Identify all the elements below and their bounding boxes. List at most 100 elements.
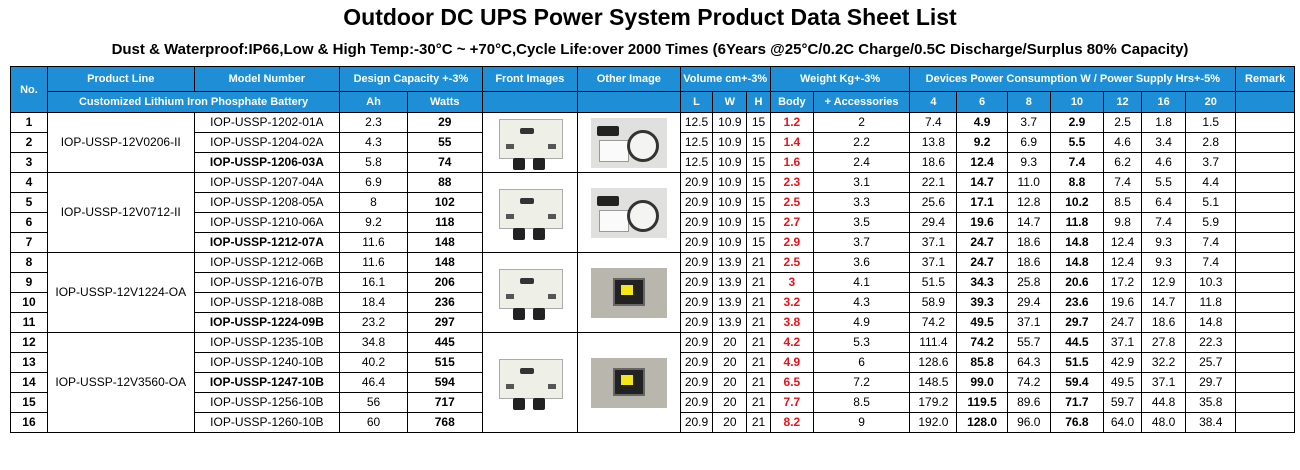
header-remark: Remark [1235, 66, 1295, 92]
header-remark-blank [1235, 91, 1295, 113]
power-20w-cell: 5.9 [1185, 212, 1237, 233]
power-12w-cell: 59.7 [1103, 392, 1143, 413]
power-20w-cell: 5.1 [1185, 192, 1237, 213]
row-number: 11 [10, 312, 48, 333]
power-8w-cell: 55.7 [1006, 332, 1051, 353]
ah-cell: 8 [339, 192, 408, 213]
accessories-weight-cell: 8.5 [812, 392, 911, 413]
watts-cell: 88 [406, 172, 483, 193]
ah-cell: 56 [339, 392, 408, 413]
body-weight-cell: 3.8 [769, 312, 814, 333]
accessories-weight-cell: 3.1 [812, 172, 911, 193]
front-image-cell [481, 112, 579, 173]
accessories-weight-cell: 4.3 [812, 292, 911, 313]
model-number-cell: IOP-USSP-1235-10B [193, 332, 341, 353]
row-number: 16 [10, 412, 48, 433]
header-volume: Volume cm+-3% [679, 66, 771, 92]
model-number-cell: IOP-USSP-1210-06A [193, 212, 341, 233]
accessories-weight-cell: 3.5 [812, 212, 911, 233]
length-cell: 20.9 [679, 392, 714, 413]
power-20w-cell: 7.4 [1185, 232, 1237, 253]
power-20w-cell: 25.7 [1185, 352, 1237, 373]
power-4w-cell: 37.1 [909, 232, 958, 253]
product-data-table: No. Product Line Model Number Design Cap… [10, 66, 1295, 433]
width-cell: 20 [712, 332, 748, 353]
power-16w-cell: 4.6 [1141, 152, 1187, 173]
height-cell: 15 [746, 132, 771, 153]
body-weight-cell: 6.5 [769, 372, 814, 393]
header-battery-type: Customized Lithium Iron Phosphate Batter… [46, 91, 341, 113]
ah-cell: 40.2 [339, 352, 408, 373]
length-cell: 20.9 [679, 372, 714, 393]
accessories-weight-cell: 7.2 [812, 372, 911, 393]
body-weight-cell: 4.9 [769, 352, 814, 373]
watts-cell: 206 [406, 272, 483, 293]
other-image-cell [577, 332, 681, 433]
power-4w-cell: 25.6 [909, 192, 958, 213]
length-cell: 12.5 [679, 132, 714, 153]
model-number-cell: IOP-USSP-1212-06B [193, 252, 341, 273]
power-20w-cell: 3.7 [1185, 152, 1237, 173]
body-weight-cell: 1.4 [769, 132, 814, 153]
power-6w-cell: 85.8 [956, 352, 1008, 373]
remark-cell [1235, 352, 1295, 373]
power-10w-cell: 44.5 [1049, 332, 1105, 353]
length-cell: 20.9 [679, 412, 714, 433]
power-6w-cell: 99.0 [956, 372, 1008, 393]
remark-cell [1235, 152, 1295, 173]
length-cell: 20.9 [679, 232, 714, 253]
body-weight-cell: 2.9 [769, 232, 814, 253]
power-8w-cell: 12.8 [1006, 192, 1051, 213]
power-12w-cell: 17.2 [1103, 272, 1143, 293]
power-10w-cell: 71.7 [1049, 392, 1105, 413]
power-20w-cell: 14.8 [1185, 312, 1237, 333]
row-number: 5 [10, 192, 48, 213]
power-10w-cell: 7.4 [1049, 152, 1105, 173]
width-cell: 20 [712, 412, 748, 433]
power-20w-cell: 4.4 [1185, 172, 1237, 193]
ah-cell: 4.3 [339, 132, 408, 153]
remark-cell [1235, 132, 1295, 153]
power-6w-cell: 39.3 [956, 292, 1008, 313]
table-row: 10 IOP-USSP-1218-08B 18.4 236 20.9 13.9 21 3.2 4… [10, 292, 1295, 313]
height-cell: 21 [746, 372, 771, 393]
power-4w-cell: 18.6 [909, 152, 958, 173]
watts-cell: 717 [406, 392, 483, 413]
row-number: 14 [10, 372, 48, 393]
power-20w-cell: 11.8 [1185, 292, 1237, 313]
ah-cell: 2.3 [339, 112, 408, 133]
power-4w-cell: 29.4 [909, 212, 958, 233]
row-number: 3 [10, 152, 48, 173]
power-10w-cell: 14.8 [1049, 232, 1105, 253]
accessories-weight-cell: 3.3 [812, 192, 911, 213]
ah-cell: 9.2 [339, 212, 408, 233]
power-16w-cell: 48.0 [1141, 412, 1187, 433]
remark-cell [1235, 192, 1295, 213]
watts-cell: 445 [406, 332, 483, 353]
header-front-images-blank [481, 91, 579, 113]
ah-cell: 6.9 [339, 172, 408, 193]
power-20w-cell: 29.7 [1185, 372, 1237, 393]
accessories-weight-cell: 3.6 [812, 252, 911, 273]
power-12w-cell: 4.6 [1103, 132, 1143, 153]
power-8w-cell: 18.6 [1006, 252, 1051, 273]
power-6w-cell: 14.7 [956, 172, 1008, 193]
power-8w-cell: 14.7 [1006, 212, 1051, 233]
height-cell: 21 [746, 332, 771, 353]
accessories-weight-cell: 2.4 [812, 152, 911, 173]
header-product-line: Product Line [46, 66, 195, 92]
power-8w-cell: 3.7 [1006, 112, 1051, 133]
power-12w-cell: 6.2 [1103, 152, 1143, 173]
power-6w-cell: 128.0 [956, 412, 1008, 433]
table-row: 8 IOP-USSP-12V1224-OA IOP-USSP-1212-06B 11.… [10, 252, 1295, 333]
width-cell: 20 [712, 372, 748, 393]
power-8w-cell: 6.9 [1006, 132, 1051, 153]
header-other-image: Other Image [577, 66, 681, 92]
remark-cell [1235, 212, 1295, 233]
header-height: H [746, 91, 771, 113]
accessories-image [590, 117, 667, 168]
power-16w-cell: 1.8 [1141, 112, 1187, 133]
power-4w-cell: 7.4 [909, 112, 958, 133]
height-cell: 15 [746, 172, 771, 193]
power-16w-cell: 5.5 [1141, 172, 1187, 193]
